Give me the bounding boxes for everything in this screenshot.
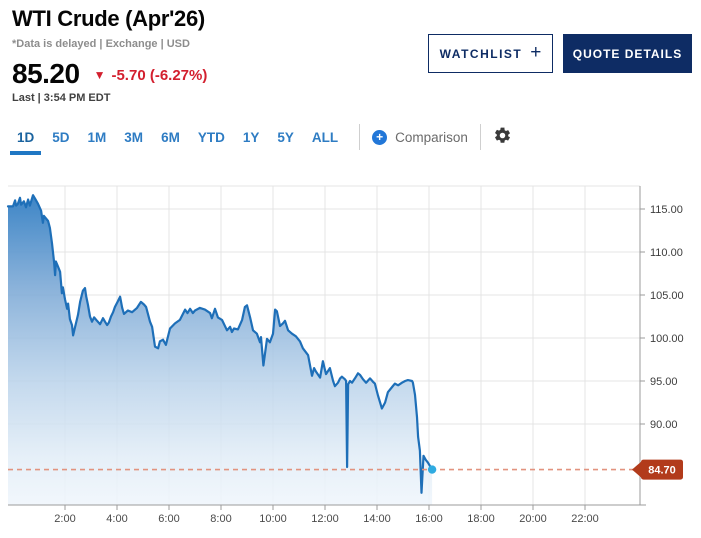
y-axis-label: 115.00 — [650, 204, 683, 216]
range-tabs: 1D 5D 1M 3M 6M YTD 1Y 5Y ALL — [8, 125, 347, 155]
tab-5d[interactable]: 5D — [52, 129, 70, 145]
quote-meta: *Data is delayed | Exchange | USD — [12, 38, 190, 50]
last-price-badge: 84.70 — [632, 459, 683, 480]
tab-1m[interactable]: 1M — [87, 129, 107, 145]
x-axis-label: 20:00 — [519, 513, 547, 525]
tab-5y[interactable]: 5Y — [277, 129, 294, 145]
watchlist-button-label: WATCHLIST — [439, 46, 523, 61]
comparison-label: Comparison — [395, 129, 468, 145]
chart-toolbar: 1D 5D 1M 3M 6M YTD 1Y 5Y ALL + Comparison — [8, 122, 512, 155]
chart-settings-button[interactable] — [493, 126, 512, 148]
x-axis-label: 2:00 — [54, 513, 75, 525]
axes — [8, 186, 646, 510]
area-fill — [8, 195, 433, 505]
x-axis-label: 12:00 — [311, 513, 339, 525]
tab-3m[interactable]: 3M — [124, 129, 144, 145]
comparison-button[interactable]: + Comparison — [372, 129, 468, 145]
tab-1y[interactable]: 1Y — [242, 129, 260, 145]
x-axis-label: 22:00 — [571, 513, 599, 525]
tab-ytd[interactable]: YTD — [197, 129, 225, 145]
last-price: 85.20 — [12, 58, 80, 89]
plus-circle-icon: + — [372, 129, 388, 145]
watchlist-button[interactable]: WATCHLIST + — [428, 34, 553, 73]
x-axis-label: 8:00 — [210, 513, 231, 525]
plus-icon: + — [530, 41, 542, 63]
x-axis-label: 18:00 — [467, 513, 495, 525]
toolbar-divider — [359, 124, 361, 150]
price-change: -5.70 (-6.27%) — [111, 66, 208, 84]
quote-details-button-label: QUOTE DETAILS — [572, 46, 683, 61]
toolbar-divider — [479, 124, 481, 150]
page-title: WTI Crude (Apr'26) — [12, 6, 205, 31]
tab-6m[interactable]: 6M — [161, 129, 180, 145]
y-axis-label: 110.00 — [650, 247, 683, 259]
tab-all[interactable]: ALL — [311, 129, 339, 145]
last-timestamp: Last | 3:54 PM EDT — [12, 92, 111, 104]
chart-canvas[interactable]: 115.00 110.00 105.00 100.00 95.00 90.00 2:00 4:… — [0, 180, 701, 538]
y-axis-label: 90.00 — [650, 419, 678, 431]
x-axis-label: 14:00 — [363, 513, 391, 525]
x-axis-label: 4:00 — [106, 513, 127, 525]
y-axis-label: 95.00 — [650, 376, 678, 388]
tab-1d[interactable]: 1D — [8, 125, 43, 155]
price-chart[interactable]: 115.00 110.00 105.00 100.00 95.00 90.00 2:00 4:… — [0, 180, 701, 538]
x-axis-label: 6:00 — [158, 513, 179, 525]
gear-icon — [493, 126, 512, 148]
x-axis-label: 16:00 — [415, 513, 443, 525]
svg-text:84.70: 84.70 — [648, 465, 676, 477]
y-axis-label: 105.00 — [650, 290, 684, 302]
y-axis-label: 100.00 — [650, 333, 684, 345]
quote-details-button[interactable]: QUOTE DETAILS — [563, 34, 692, 73]
price-line — [6, 194, 434, 494]
down-arrow-icon: ▼ — [93, 68, 106, 82]
last-price-dot — [427, 465, 437, 474]
x-axis-label: 10:00 — [259, 513, 287, 525]
